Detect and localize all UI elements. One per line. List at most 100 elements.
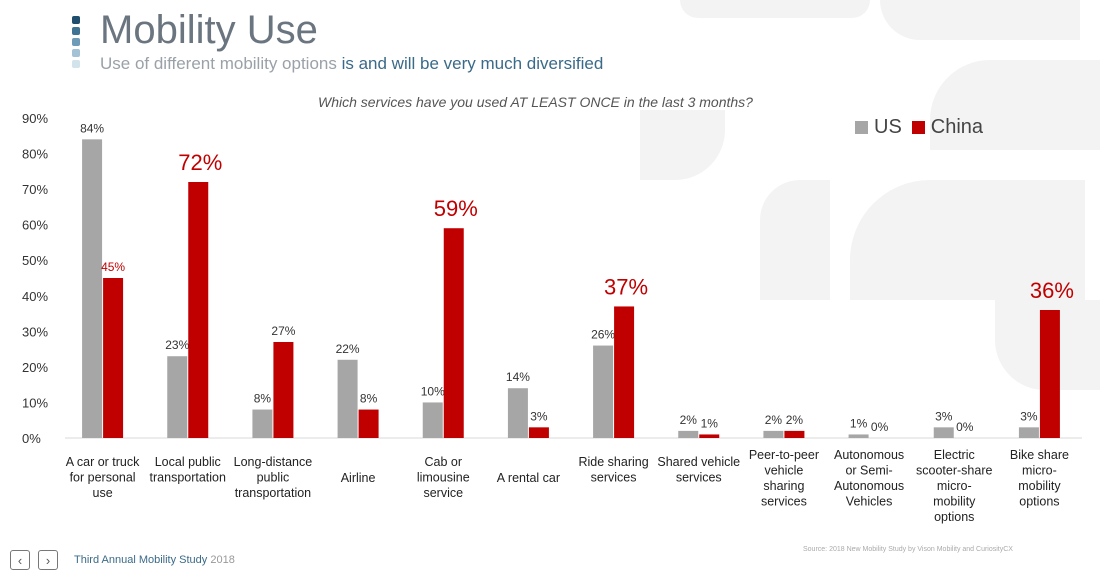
category-label: Autonomous or Semi-Autonomous Vehicles xyxy=(834,448,904,509)
survey-question: Which services have you used AT LEAST ON… xyxy=(318,94,753,110)
bullet xyxy=(72,60,80,68)
category-label: Peer-to-peer vehicle sharing services xyxy=(749,448,819,509)
category-label: Electric scooter-share micro-mobility optio… xyxy=(916,448,992,524)
category-label-line: Airline xyxy=(341,471,376,485)
next-slide-button[interactable]: › xyxy=(38,550,58,570)
source-note: Source: 2018 New Mobility Study by Vison… xyxy=(803,546,1013,553)
data-label-us: 1% xyxy=(850,416,868,430)
category-label-line: Vehicles xyxy=(846,495,893,509)
category-label: Airline xyxy=(341,471,376,485)
y-tick-label: 90% xyxy=(22,111,48,126)
category-label-line: Shared vehicle xyxy=(657,455,740,469)
category-label-line: micro- xyxy=(1022,464,1057,478)
chevron-right-icon: › xyxy=(45,552,51,568)
chart-legend: US China xyxy=(855,116,993,139)
study-year: 2018 xyxy=(210,554,235,566)
bar-china xyxy=(188,182,209,438)
y-tick-label: 20% xyxy=(22,360,48,375)
data-label-china: 37% xyxy=(604,274,648,299)
data-label-us: 10% xyxy=(421,384,445,398)
data-label-china: 2% xyxy=(786,413,804,427)
subtitle-accent: is and will be very much diversified xyxy=(341,54,604,73)
y-tick-label: 30% xyxy=(22,324,48,339)
bar-us xyxy=(763,430,784,438)
study-name: Third Annual Mobility Study xyxy=(74,554,208,566)
bar-china xyxy=(528,427,549,438)
data-label-china: 0% xyxy=(956,420,974,434)
background-shape xyxy=(850,180,1085,300)
data-label-china: 8% xyxy=(360,392,378,406)
legend-swatch-us xyxy=(855,121,868,134)
data-label-china: 27% xyxy=(271,324,295,338)
title-bullets xyxy=(72,16,80,71)
bar-china xyxy=(443,228,464,438)
category-label-line: services xyxy=(761,495,807,509)
y-tick-label: 40% xyxy=(22,289,48,304)
y-tick-label: 0% xyxy=(22,431,41,446)
category-label-line: transportation xyxy=(235,486,311,500)
bar-us xyxy=(848,434,869,438)
category-label-line: Autonomous xyxy=(834,479,904,493)
category-label: Cab or limousine service xyxy=(417,455,470,500)
category-label-line: mobility xyxy=(1018,479,1061,493)
category-label: Ride sharing services xyxy=(578,455,648,485)
data-label-us: 2% xyxy=(680,413,698,427)
category-label-line: micro- xyxy=(937,479,972,493)
bar-china xyxy=(273,342,294,438)
category-label-line: use xyxy=(93,486,113,500)
legend-label-us: US xyxy=(874,116,902,138)
data-label-us: 3% xyxy=(935,409,953,423)
category-label-line: Peer-to-peer xyxy=(749,448,819,462)
data-label-china: 0% xyxy=(871,420,889,434)
category-label-line: options xyxy=(934,510,974,524)
legend-label-china: China xyxy=(930,116,984,138)
bar-us xyxy=(1018,427,1039,438)
category-label-line: for personal xyxy=(70,471,136,485)
category-label-line: transportation xyxy=(150,471,226,485)
legend-swatch-china xyxy=(911,121,925,134)
background-shape xyxy=(880,0,1080,40)
category-label-line: A car or truck xyxy=(66,455,140,469)
prev-slide-button[interactable]: ‹ xyxy=(10,550,30,570)
page-title: Mobility Use xyxy=(100,8,318,52)
bar-china xyxy=(699,434,720,438)
category-label-line: Electric xyxy=(934,448,975,462)
category-label: Local public transportation xyxy=(150,455,226,485)
category-label: A rental car xyxy=(497,471,560,485)
bar-us xyxy=(422,402,443,438)
data-label-us: 84% xyxy=(80,121,104,135)
bar-us xyxy=(82,139,103,439)
category-label-line: scooter-share xyxy=(916,464,992,478)
data-label-china: 59% xyxy=(434,196,478,221)
data-label-china: 3% xyxy=(530,409,548,423)
subtitle-plain: Use of different mobility options xyxy=(100,54,342,73)
category-label-line: limousine xyxy=(417,471,470,485)
bar-china xyxy=(784,430,805,438)
y-tick-label: 10% xyxy=(22,395,48,410)
data-label-us: 14% xyxy=(506,370,530,384)
category-label-line: vehicle xyxy=(764,464,803,478)
data-label-china: 72% xyxy=(178,150,222,175)
category-label-line: services xyxy=(591,471,637,485)
category-label-line: Bike share xyxy=(1010,448,1069,462)
category-label-line: services xyxy=(676,471,722,485)
data-label-us: 26% xyxy=(591,328,615,342)
category-label-line: mobility xyxy=(933,495,976,509)
chevron-left-icon: ‹ xyxy=(17,552,23,568)
bar-us xyxy=(252,409,273,438)
category-label: Long-distance public transportation xyxy=(234,455,313,500)
data-label-us: 3% xyxy=(1020,409,1038,423)
slide-navigation: ‹ › xyxy=(10,550,58,570)
bar-china xyxy=(103,278,124,438)
bar-us xyxy=(933,427,954,438)
legend-item-china: China xyxy=(911,116,984,139)
bar-china xyxy=(358,409,379,438)
bullet xyxy=(72,27,80,35)
category-label-line: public xyxy=(257,471,290,485)
data-label-china: 45% xyxy=(101,260,125,274)
data-label-us: 2% xyxy=(765,413,783,427)
category-label: Shared vehicle services xyxy=(657,455,740,485)
legend-item-us: US xyxy=(855,116,902,139)
category-label-line: A rental car xyxy=(497,471,560,485)
data-label-us: 23% xyxy=(165,338,189,352)
